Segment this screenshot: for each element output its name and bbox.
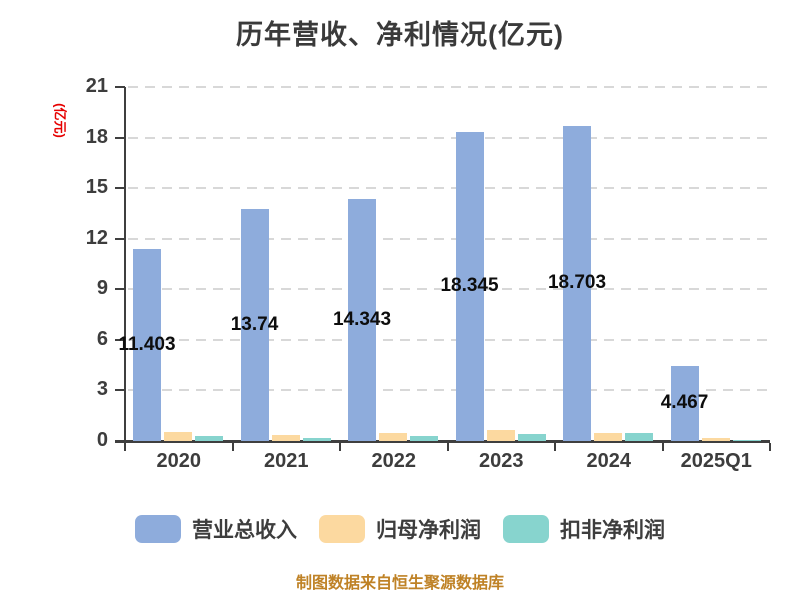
bar-revenue-2023 xyxy=(455,131,484,441)
x-axis-label-2025Q1: 2025Q1 xyxy=(680,450,752,472)
y-axis-tick-12 xyxy=(115,237,125,240)
y-axis-tick-18 xyxy=(115,136,125,139)
bar-net-profit-2020 xyxy=(164,431,192,441)
bar-non-gaap-net-profit-2024 xyxy=(625,433,653,441)
chart-title: 历年营收、净利情况(亿元) xyxy=(236,20,564,50)
bar-revenue-2024 xyxy=(563,125,591,441)
y-axis-tick-21 xyxy=(115,86,125,88)
bar-revenue-2022 xyxy=(348,199,376,441)
bar-net-profit-2022 xyxy=(379,432,407,441)
bar-revenue-2025Q1 xyxy=(670,365,699,441)
bar-net-profit-2023 xyxy=(486,430,515,441)
y-axis-label-15: 15 xyxy=(85,176,108,199)
x-axis-tick-4 xyxy=(554,443,556,451)
y-axis-label-9: 9 xyxy=(96,277,108,300)
bar-non-gaap-net-profit-2021 xyxy=(302,437,331,441)
y-axis-tick-15 xyxy=(115,187,125,190)
x-axis-line xyxy=(115,440,770,443)
y-axis-label-3: 3 xyxy=(96,378,108,401)
x-axis-label-2023: 2023 xyxy=(479,450,524,472)
x-axis-tick-6 xyxy=(769,443,771,451)
legend-item-revenue: 营业总收入 xyxy=(135,514,297,544)
grid-line-y6 xyxy=(128,338,770,341)
bar-revenue-2020 xyxy=(133,248,161,441)
x-axis-label-2021: 2021 xyxy=(264,450,309,472)
y-axis-line xyxy=(124,87,126,443)
legend-swatch-non-gaap-net-profit xyxy=(503,515,549,543)
y-axis-tick-3 xyxy=(115,389,125,392)
x-axis-tick-3 xyxy=(446,443,449,451)
y-axis-label-21: 21 xyxy=(85,75,108,97)
bar-non-gaap-net-profit-2022 xyxy=(410,436,438,441)
legend-swatch-net-profit xyxy=(319,515,365,543)
legend-swatch-revenue xyxy=(135,515,181,543)
bar-value-label-2025Q1: 4.467 xyxy=(660,392,709,414)
data-source-note: 制图数据来自恒生聚源数据库 xyxy=(295,575,504,592)
bar-net-profit-2021 xyxy=(271,434,300,441)
bar-non-gaap-net-profit-2023 xyxy=(517,434,546,441)
bar-net-profit-2024 xyxy=(594,433,622,441)
y-axis-label-12: 12 xyxy=(85,226,108,249)
grid-line-y9 xyxy=(128,288,770,291)
bar-net-profit-2025Q1 xyxy=(701,438,730,441)
x-axis-tick-1 xyxy=(231,443,234,451)
x-axis-tick-0 xyxy=(124,443,126,451)
x-axis-label-2024: 2024 xyxy=(586,450,632,472)
legend-item-net-profit: 归母净利润 xyxy=(319,514,481,544)
bar-value-label-2021: 13.74 xyxy=(230,314,279,336)
y-axis-label-18: 18 xyxy=(85,125,108,148)
bar-non-gaap-net-profit-2025Q1 xyxy=(732,439,761,441)
chart-legend: 营业总收入 归母净利润 扣非净利润 xyxy=(0,514,800,544)
bar-revenue-2021 xyxy=(240,209,269,441)
legend-label-revenue: 营业总收入 xyxy=(192,519,297,542)
bar-value-label-2024: 18.703 xyxy=(547,272,607,294)
bar-value-label-2020: 11.403 xyxy=(118,333,176,355)
grid-line-y3 xyxy=(128,389,770,392)
y-axis-tick-6 xyxy=(115,338,125,341)
grid-line-y18 xyxy=(128,136,770,139)
legend-label-non-gaap-net-profit: 扣非净利润 xyxy=(560,519,665,542)
legend-label-net-profit: 归母净利润 xyxy=(376,519,481,542)
bar-non-gaap-net-profit-2020 xyxy=(195,435,223,441)
grid-line-y15 xyxy=(128,187,770,190)
bar-value-label-2022: 14.343 xyxy=(332,309,392,331)
x-axis-tick-5 xyxy=(661,443,664,451)
x-axis-label-2020: 2020 xyxy=(156,450,202,472)
x-axis-tick-2 xyxy=(339,443,341,451)
y-axis-label-0: 0 xyxy=(96,429,108,451)
legend-item-non-gaap-net-profit: 扣非净利润 xyxy=(503,514,665,544)
y-axis-tick-9 xyxy=(115,288,125,291)
grid-line-y21 xyxy=(128,86,770,88)
x-axis-label-2022: 2022 xyxy=(371,450,417,472)
grid-line-y12 xyxy=(128,237,770,240)
y-axis-label-6: 6 xyxy=(96,327,108,350)
bar-value-label-2023: 18.345 xyxy=(440,275,499,297)
